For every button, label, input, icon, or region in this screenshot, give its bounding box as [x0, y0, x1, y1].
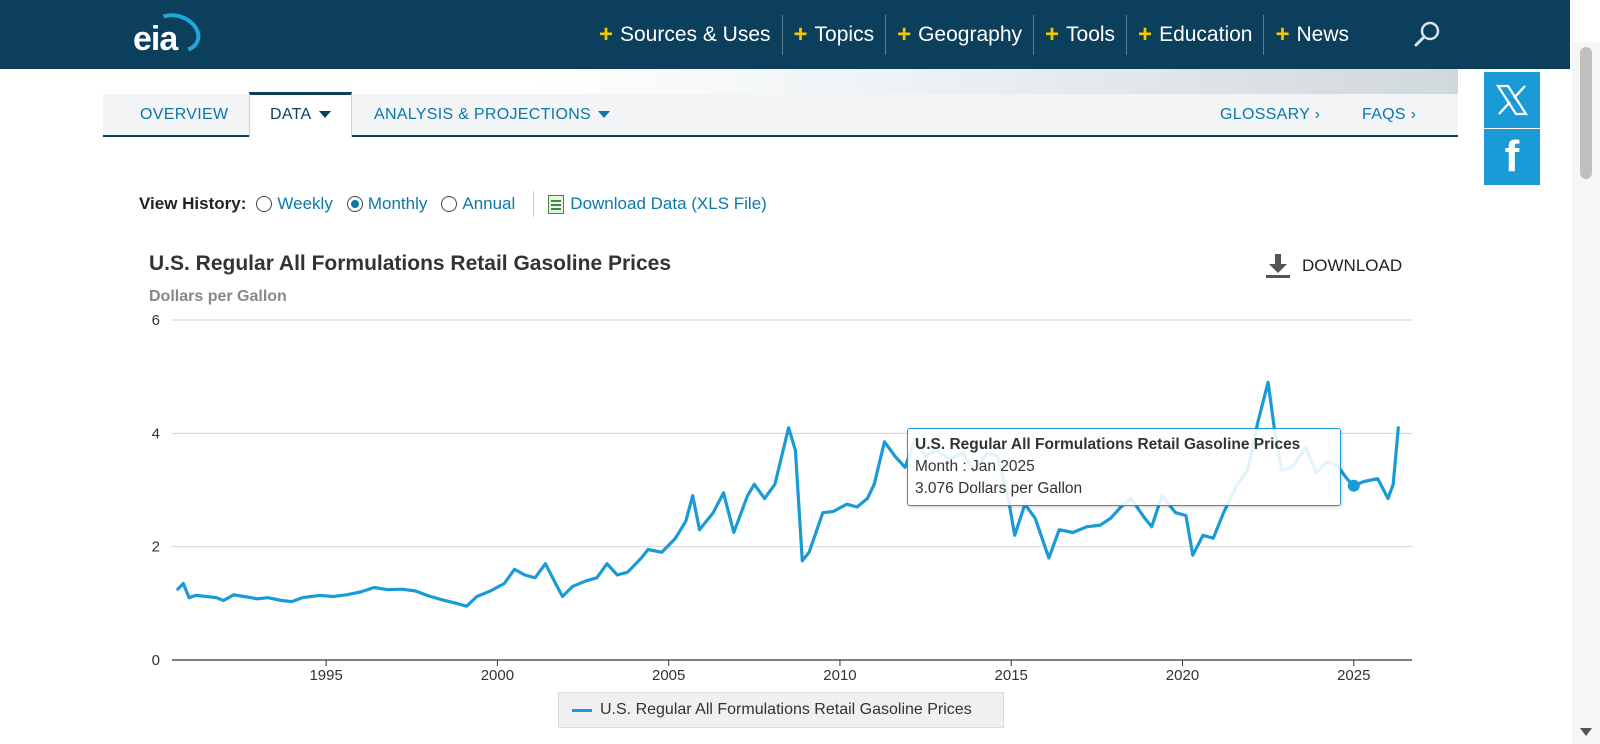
view-history-label: View History:	[139, 194, 247, 213]
download-chart-button[interactable]: DOWNLOAD	[1266, 254, 1402, 278]
nav-label: Education	[1159, 22, 1253, 46]
nav-education[interactable]: + Education	[1126, 14, 1263, 55]
nav-geography[interactable]: + Geography	[885, 14, 1033, 55]
radio-circle	[256, 196, 273, 212]
divider	[533, 191, 535, 217]
x-tick-label: 2000	[481, 667, 514, 684]
radio-label: Weekly	[277, 194, 333, 213]
legend-swatch	[572, 708, 592, 712]
download-xls-link[interactable]: Download Data (XLS File)	[548, 194, 767, 214]
x-tick-label: 2010	[823, 667, 856, 684]
radio-circle	[441, 196, 458, 212]
eia-logo[interactable]: eia	[133, 6, 206, 60]
download-icon	[1266, 254, 1290, 278]
tab-overview[interactable]: OVERVIEW	[140, 106, 229, 123]
search-icon[interactable]	[1413, 20, 1441, 48]
sub-tabs: OVERVIEW DATA ANALYSIS & PROJECTIONS GLO…	[103, 92, 1458, 137]
main-nav: + Sources & Uses + Topics + Geography + Tool…	[588, 0, 1360, 69]
download-chart-label: DOWNLOAD	[1302, 256, 1403, 275]
highlight-point[interactable]	[1347, 479, 1360, 492]
spreadsheet-icon	[548, 194, 565, 214]
logo-text: eia	[133, 20, 178, 58]
facebook-icon: f	[1504, 132, 1520, 181]
x-share-button[interactable]	[1484, 72, 1540, 128]
tooltip-value: 3.076 Dollars per Gallon	[915, 480, 1083, 497]
nav-label: Tools	[1066, 22, 1116, 46]
scroll-down-arrow-icon[interactable]	[1580, 728, 1592, 736]
legend-label: U.S. Regular All Formulations Retail Gas…	[600, 701, 972, 718]
series-line[interactable]	[176, 380, 1400, 608]
plus-icon: +	[897, 20, 912, 48]
y-tick-label: 4	[152, 425, 160, 442]
radio-annual[interactable]: Annual	[441, 194, 515, 214]
nav-label: Sources & Uses	[619, 22, 771, 46]
nav-news[interactable]: + News	[1263, 14, 1360, 55]
x-tick-label: 1995	[309, 667, 342, 684]
radio-label: Annual	[462, 194, 516, 213]
top-navigation-bar: eia + Sources & Uses + Topics + Geography +…	[0, 0, 1570, 69]
download-xls-label: Download Data (XLS File)	[570, 194, 767, 213]
y-tick-label: 0	[152, 652, 160, 669]
plus-icon: +	[1045, 20, 1060, 48]
tab-data-label: DATA	[270, 106, 312, 123]
x-tick-label: 2025	[1337, 667, 1370, 684]
y-tick-label: 2	[152, 539, 160, 556]
scroll-thumb[interactable]	[1580, 47, 1592, 179]
radio-monthly[interactable]: Monthly	[346, 194, 428, 214]
plus-icon: +	[793, 20, 808, 48]
plus-icon: +	[598, 20, 613, 48]
y-tick-label: 6	[152, 312, 160, 329]
nav-label: News	[1296, 22, 1349, 46]
caret-down-icon	[318, 111, 331, 119]
nav-sources-uses[interactable]: + Sources & Uses	[588, 15, 782, 55]
tab-analysis-label: ANALYSIS & PROJECTIONS	[374, 106, 592, 123]
nav-label: Geography	[918, 22, 1022, 46]
chart-subtitle: Dollars per Gallon	[149, 288, 287, 305]
glossary-link[interactable]: GLOSSARY ›	[1220, 106, 1321, 123]
nav-topics[interactable]: + Topics	[781, 14, 886, 55]
chart-title: U.S. Regular All Formulations Retail Gas…	[149, 252, 672, 275]
facebook-share-button[interactable]: f	[1484, 129, 1540, 185]
caret-down-icon	[598, 111, 611, 119]
x-tick-label: 2005	[652, 667, 685, 684]
plus-icon: +	[1275, 20, 1290, 48]
x-icon	[1495, 84, 1529, 116]
view-history-row: View History: Weekly Monthly Annual Down…	[139, 190, 767, 218]
chart-tooltip: U.S. Regular All Formulations Retail Gas…	[907, 428, 1341, 506]
tooltip-title: U.S. Regular All Formulations Retail Gas…	[915, 436, 1301, 453]
x-tick-label: 2015	[995, 667, 1028, 684]
x-tick-label: 2020	[1166, 667, 1199, 684]
hero-image-strip	[530, 69, 1458, 94]
radio-label: Monthly	[367, 194, 428, 213]
page-scrollbar[interactable]	[1572, 42, 1600, 744]
nav-label: Topics	[814, 22, 875, 46]
tooltip-month: Month : Jan 2025	[915, 458, 1035, 475]
chart-legend[interactable]: U.S. Regular All Formulations Retail Gas…	[558, 692, 1004, 728]
radio-circle-selected	[346, 196, 363, 212]
faqs-link[interactable]: FAQS ›	[1362, 106, 1417, 123]
tab-analysis-projections[interactable]: ANALYSIS & PROJECTIONS	[374, 94, 611, 135]
nav-tools[interactable]: + Tools	[1033, 14, 1126, 55]
radio-weekly[interactable]: Weekly	[256, 194, 333, 214]
plus-icon: +	[1138, 20, 1153, 48]
tab-data[interactable]: DATA	[249, 92, 352, 137]
line-chart: 0 2 4 6 1995 2000 2005 2010 2015 2020 2025	[152, 312, 1412, 684]
